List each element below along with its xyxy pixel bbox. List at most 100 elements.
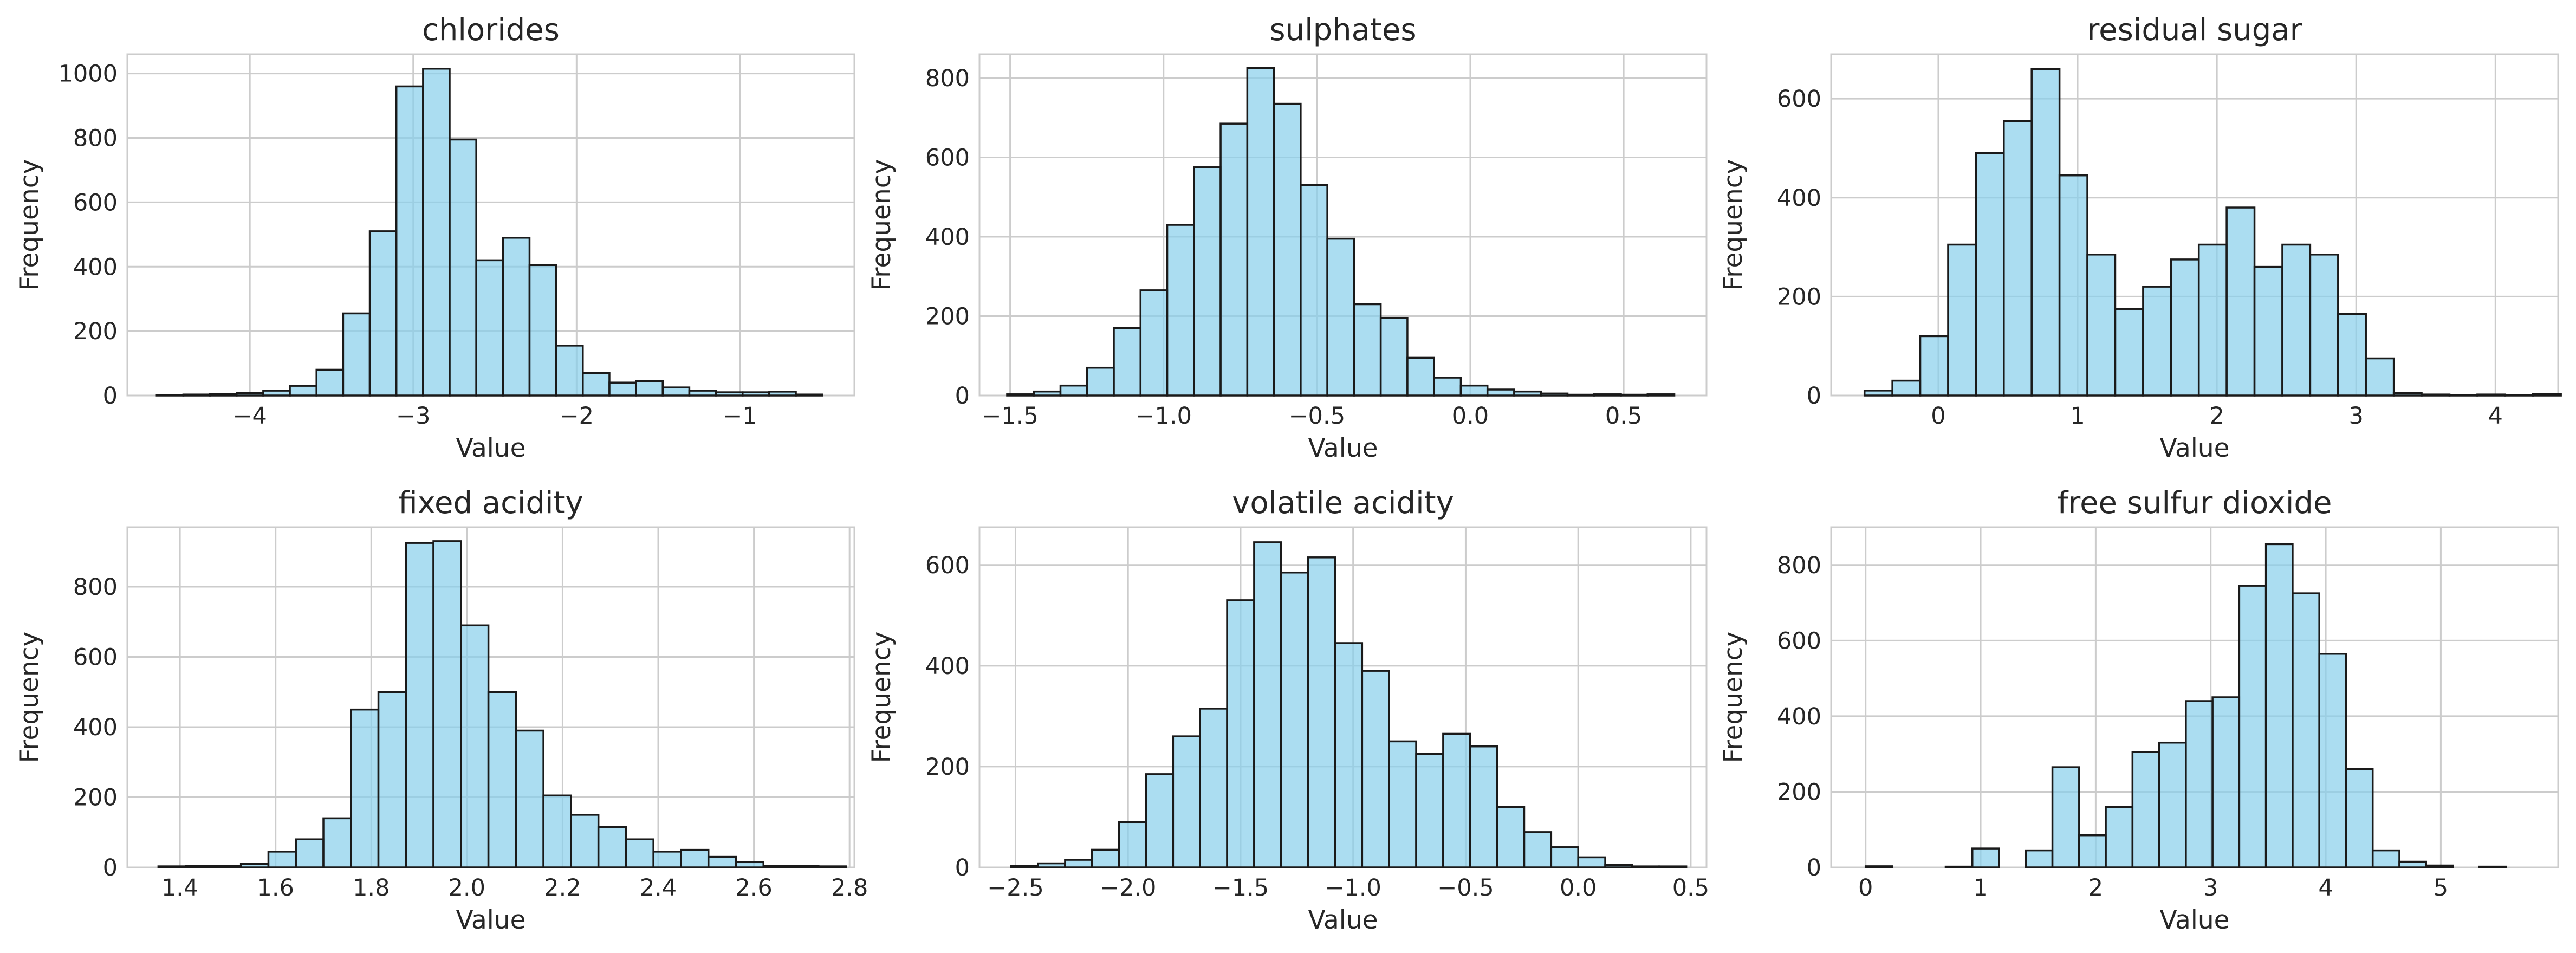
x-tick-label: 0.0 xyxy=(1452,403,1489,430)
x-tick-label: 3 xyxy=(2349,403,2364,430)
histogram-bar xyxy=(1199,708,1228,868)
histogram-bar xyxy=(1620,393,1649,397)
histogram-bar xyxy=(422,67,451,397)
histogram-bar xyxy=(1113,327,1142,397)
histogram-bar xyxy=(1864,865,1893,868)
x-tick-label: −3 xyxy=(396,403,430,430)
histogram-bar xyxy=(735,861,764,868)
histogram-bar xyxy=(635,380,664,397)
histogram-bar xyxy=(2003,120,2033,397)
histogram-bar xyxy=(2158,741,2187,868)
histogram-bar xyxy=(405,542,434,868)
histogram-bar xyxy=(212,865,242,868)
histogram-bar xyxy=(1326,237,1355,397)
histogram-bar xyxy=(2318,653,2347,868)
histogram-bar xyxy=(2392,392,2423,397)
x-tick-label: −2.0 xyxy=(1100,874,1156,902)
histogram-bar xyxy=(652,851,682,868)
subplot-title: sulphates xyxy=(1269,12,1416,48)
x-tick-label: −2 xyxy=(560,403,594,430)
subplot-title: fixed acidity xyxy=(398,485,583,521)
histogram-bar xyxy=(2292,592,2320,868)
histogram-bar xyxy=(209,393,238,397)
histogram-bar xyxy=(1658,865,1688,868)
histogram-bar xyxy=(2365,357,2395,397)
histogram-bar xyxy=(1540,392,1569,397)
histogram-bar xyxy=(1863,390,1893,397)
histogram-bar xyxy=(707,855,737,868)
y-axis-label: Frequency xyxy=(15,159,44,291)
histogram-bar xyxy=(1577,856,1606,868)
x-tick-label: −1 xyxy=(723,403,757,430)
histogram-bar xyxy=(262,390,291,397)
histogram-bar xyxy=(768,391,797,397)
subplot-volatile-acidity: −2.5 −2.0 −1.5 −1.0 −0.5 0.0 0.5 0 200 400 600 vola… xyxy=(867,485,1709,935)
y-tick-label: 800 xyxy=(73,574,118,601)
histogram-bar xyxy=(2448,394,2478,397)
histogram-bar xyxy=(449,138,477,397)
x-tick-label: 0 xyxy=(1931,403,1945,430)
y-tick-label: 600 xyxy=(1777,627,1821,654)
x-axis-label: Value xyxy=(2159,433,2229,463)
histogram-bar xyxy=(688,390,717,397)
x-tick-label: −4 xyxy=(232,403,267,430)
histogram-bar xyxy=(1406,356,1435,397)
histogram-bar xyxy=(1433,377,1462,397)
histogram-bar xyxy=(295,838,325,868)
x-tick-label: −0.5 xyxy=(1437,874,1494,902)
x-tick-label: 0.5 xyxy=(1605,403,1642,430)
x-tick-label: −1.0 xyxy=(1325,874,1381,902)
histogram-bar xyxy=(342,312,371,397)
subplot-residual-sugar: 0 1 2 3 4 0 200 400 600 residual sugar Value Freque… xyxy=(1718,12,2562,463)
x-axis-label: Value xyxy=(456,433,525,463)
histogram-bar xyxy=(239,863,270,868)
histogram-bar xyxy=(1550,846,1579,868)
x-tick-label: 1 xyxy=(1973,874,1988,902)
histogram-bar xyxy=(1388,740,1417,868)
histogram-bar xyxy=(1891,379,1922,397)
histogram-bar xyxy=(2309,254,2339,397)
x-tick-label: 0 xyxy=(1858,874,1873,902)
y-tick-label: 800 xyxy=(1777,552,1821,579)
y-tick-label: 200 xyxy=(73,318,118,345)
histogram-bar xyxy=(1361,670,1390,868)
y-tick-label: 400 xyxy=(925,224,970,251)
histogram-bar xyxy=(741,391,770,397)
subplot-title: chlorides xyxy=(422,12,560,48)
histogram-bar xyxy=(1379,317,1409,397)
x-tick-label: −1.5 xyxy=(1212,874,1269,902)
histogram-bar xyxy=(1566,393,1595,397)
x-tick-label: 0.0 xyxy=(1560,874,1597,902)
x-axis-label: Value xyxy=(1308,433,1378,463)
histogram-bar xyxy=(315,368,345,397)
subplot-chlorides: −4 −3 −2 −1 0 200 400 600 800 1000 chlorides Value F… xyxy=(15,12,855,463)
histogram-bar xyxy=(1496,806,1526,868)
y-tick-label: 600 xyxy=(73,644,118,671)
y-tick-label: 1000 xyxy=(59,61,118,88)
y-axis-label: Frequency xyxy=(15,632,44,763)
histogram-bar xyxy=(2425,864,2454,868)
histogram-bar xyxy=(1253,541,1282,868)
y-axis-label: Frequency xyxy=(867,159,897,291)
histogram-bar xyxy=(1300,184,1328,397)
histogram-bar xyxy=(350,708,380,868)
histogram-bar xyxy=(1139,289,1169,397)
histogram-bar xyxy=(817,865,847,868)
histogram-bar xyxy=(182,393,211,397)
subplot-free-sulfur-dioxide: 0 1 2 3 4 5 0 200 400 600 800 free sulfur dioxide Va… xyxy=(1718,485,2559,935)
x-tick-label: 1.6 xyxy=(257,874,294,902)
histogram-bar xyxy=(460,624,490,868)
histogram-bar xyxy=(680,848,710,868)
histogram-bar xyxy=(795,393,823,397)
subplot-title: volatile acidity xyxy=(1232,485,1454,521)
histogram-bar xyxy=(1593,393,1622,397)
histogram-bar xyxy=(1334,642,1364,868)
histogram-bar xyxy=(1010,865,1039,868)
histogram-bar xyxy=(1523,831,1553,868)
subplot-title: residual sugar xyxy=(2087,12,2302,48)
histogram-bar xyxy=(395,85,424,397)
y-tick-label: 400 xyxy=(73,254,118,281)
x-tick-label: 5 xyxy=(2434,874,2448,902)
y-tick-label: 400 xyxy=(73,714,118,741)
y-tick-label: 200 xyxy=(1777,779,1821,806)
